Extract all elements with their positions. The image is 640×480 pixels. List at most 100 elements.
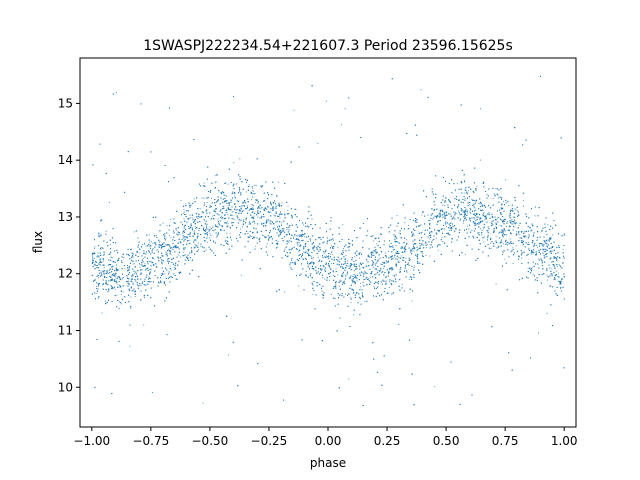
- data-point: [191, 217, 193, 219]
- data-point: [525, 222, 527, 224]
- data-point: [286, 229, 288, 231]
- data-point: [541, 230, 542, 232]
- data-point: [221, 218, 223, 220]
- data-point: [475, 200, 477, 202]
- data-point: [465, 253, 466, 255]
- data-point: [118, 301, 120, 303]
- data-point: [130, 248, 132, 250]
- data-point: [115, 272, 117, 274]
- data-point: [284, 212, 286, 214]
- data-point: [233, 162, 235, 164]
- data-point: [471, 198, 473, 200]
- data-point: [370, 271, 372, 273]
- data-point: [94, 246, 96, 248]
- data-point: [327, 240, 329, 242]
- data-point: [375, 273, 377, 275]
- data-point: [536, 239, 538, 241]
- data-point: [356, 280, 358, 282]
- data-point: [93, 251, 95, 253]
- data-point: [324, 278, 326, 280]
- data-point: [198, 242, 200, 244]
- data-point: [209, 226, 211, 228]
- data-point: [469, 219, 470, 221]
- data-point: [273, 227, 275, 229]
- data-point: [506, 226, 507, 227]
- data-point: [501, 214, 503, 215]
- data-point: [143, 324, 145, 326]
- data-point: [183, 209, 185, 211]
- data-point: [376, 243, 378, 245]
- data-point: [510, 217, 512, 219]
- data-point: [475, 209, 477, 211]
- data-point: [325, 255, 327, 257]
- data-point: [414, 265, 416, 267]
- data-point: [512, 262, 514, 264]
- data-point: [170, 254, 172, 256]
- data-point: [348, 378, 350, 380]
- data-point: [360, 286, 362, 288]
- data-point: [287, 205, 289, 207]
- data-point: [469, 211, 471, 213]
- data-point: [252, 188, 254, 189]
- data-point: [350, 302, 352, 303]
- data-point: [298, 285, 300, 287]
- data-point: [143, 297, 145, 299]
- data-point: [225, 213, 226, 215]
- data-point: [398, 257, 400, 258]
- data-point: [537, 263, 539, 265]
- data-point: [343, 248, 344, 249]
- data-point: [165, 237, 167, 239]
- data-point: [383, 267, 385, 269]
- data-point: [367, 265, 369, 267]
- data-point: [330, 245, 332, 247]
- data-point: [242, 203, 244, 204]
- data-point: [476, 185, 478, 187]
- data-point: [441, 237, 443, 238]
- data-point: [445, 197, 447, 199]
- data-point: [413, 235, 415, 237]
- data-point: [529, 269, 531, 271]
- data-point: [209, 237, 211, 239]
- data-point: [344, 108, 346, 110]
- data-point: [289, 239, 291, 241]
- data-point: [189, 214, 191, 216]
- data-point: [380, 271, 382, 273]
- data-point: [246, 226, 248, 228]
- data-point: [504, 258, 506, 260]
- data-point: [251, 235, 253, 237]
- data-point: [546, 279, 548, 281]
- data-point: [392, 274, 394, 276]
- data-point: [411, 300, 413, 302]
- data-point: [121, 260, 122, 262]
- data-point: [97, 288, 99, 290]
- data-point: [456, 183, 458, 185]
- data-point: [486, 193, 488, 195]
- data-point: [537, 258, 539, 260]
- data-point: [543, 257, 545, 259]
- data-point: [184, 203, 186, 205]
- data-point: [103, 266, 105, 268]
- data-point: [130, 296, 132, 298]
- data-point: [429, 255, 431, 257]
- data-point: [131, 280, 133, 282]
- data-point: [449, 230, 451, 231]
- data-point: [252, 218, 254, 220]
- data-point: [339, 279, 341, 281]
- data-point: [434, 386, 436, 388]
- data-point: [341, 124, 342, 126]
- data-point: [388, 251, 390, 252]
- data-point: [129, 345, 131, 347]
- data-point: [528, 242, 530, 243]
- data-point: [253, 215, 255, 217]
- data-point: [503, 200, 504, 202]
- data-point: [491, 221, 493, 223]
- data-point: [179, 234, 181, 235]
- data-point: [284, 248, 286, 250]
- data-point: [475, 215, 476, 217]
- data-point: [208, 228, 210, 230]
- data-point: [184, 259, 186, 261]
- data-point: [101, 312, 103, 314]
- data-point: [294, 261, 296, 263]
- data-point: [420, 224, 422, 226]
- data-point: [514, 216, 516, 218]
